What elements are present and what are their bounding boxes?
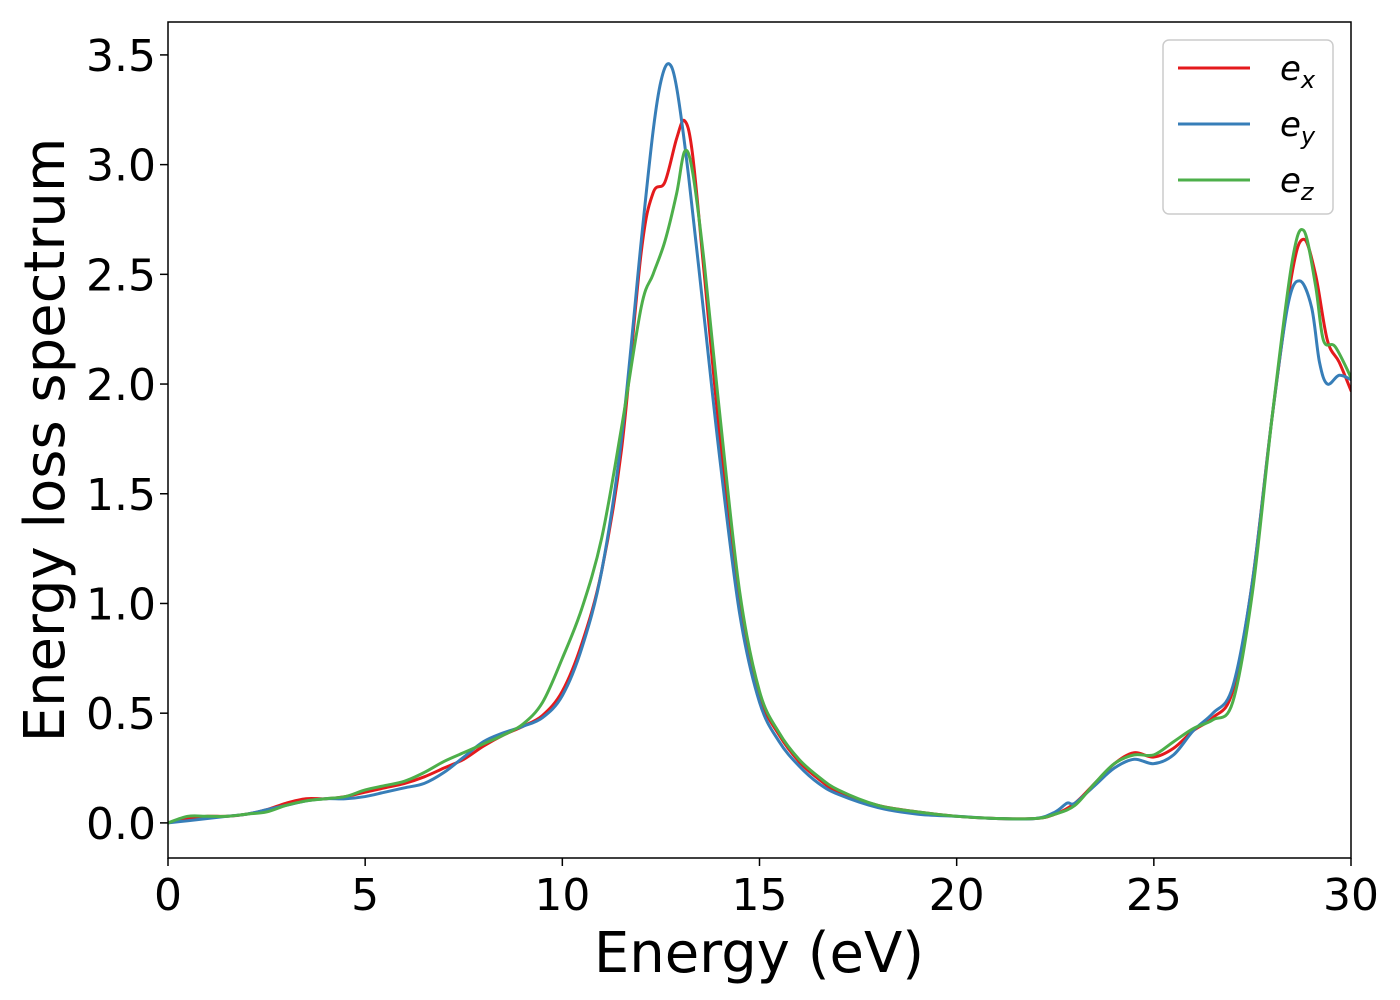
x-tick-label: 15: [732, 870, 788, 921]
y-tick-label: 2.5: [86, 250, 156, 301]
x-tick-label: 25: [1126, 870, 1182, 921]
x-tick-label: 30: [1323, 870, 1379, 921]
legend-label-ey: ey: [1280, 105, 1316, 150]
y-tick-label: 2.0: [86, 360, 156, 411]
x-tick-label: 10: [534, 870, 590, 921]
legend: ex ey ez: [1162, 39, 1334, 215]
legend-label-ez: ez: [1280, 161, 1315, 206]
x-tick-label: 0: [154, 870, 182, 921]
series-lines: [168, 62, 1351, 825]
y-tick-label: 0.0: [86, 799, 156, 850]
x-tick-label: 5: [351, 870, 379, 921]
y-tick-label: 3.5: [86, 31, 156, 82]
series-line-ez: [168, 148, 1351, 825]
series-line-ex: [168, 118, 1351, 825]
y-tick-label: 0.5: [86, 689, 156, 740]
y-tick-label: 1.5: [86, 470, 156, 521]
x-axis-ticks: 0 5 10 15 20 25 30: [154, 858, 1379, 921]
y-tick-label: 3.0: [86, 141, 156, 192]
x-axis-label: Energy (eV): [594, 921, 924, 986]
y-axis-ticks: 0.0 0.5 1.0 1.5 2.0 2.5 3.0 3.5: [86, 31, 168, 850]
legend-frame: [1162, 39, 1334, 215]
y-tick-label: 1.0: [86, 579, 156, 630]
series-line-ey: [168, 62, 1351, 825]
legend-label-ex: ex: [1280, 49, 1316, 94]
x-tick-label: 20: [929, 870, 985, 921]
y-axis-label: Energy loss spectrum: [13, 138, 78, 743]
